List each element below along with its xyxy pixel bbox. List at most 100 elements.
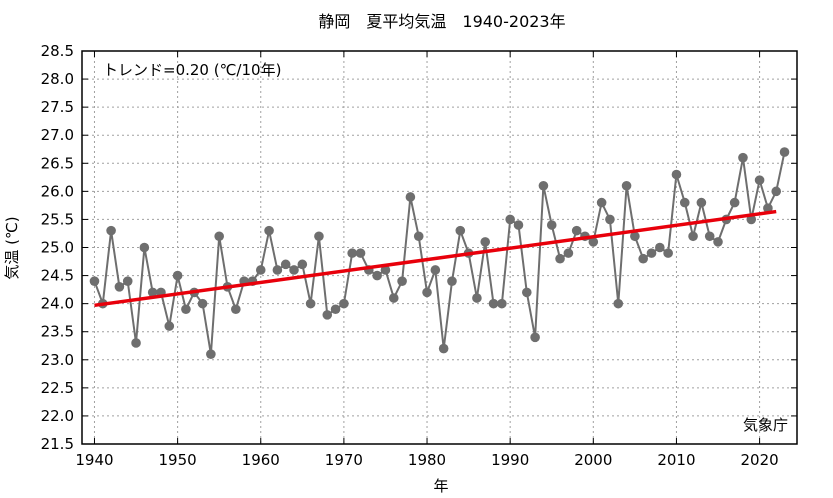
data-point [655, 242, 665, 253]
data-point [638, 253, 648, 264]
data-point [472, 293, 482, 303]
x-tick-label: 1950 [159, 451, 197, 469]
data-point [497, 298, 507, 309]
x-tick-label: 1980 [408, 451, 446, 469]
y-tick-label: 24.0 [41, 295, 74, 313]
y-axis-label: 気温 (℃) [3, 216, 21, 279]
grid-lines [82, 51, 797, 444]
data-point [738, 152, 748, 163]
data-point [663, 248, 673, 258]
data-point [555, 253, 565, 264]
y-tick-label: 22.5 [41, 379, 74, 397]
data-point [297, 259, 308, 270]
data-point [206, 349, 216, 359]
data-point [397, 276, 407, 286]
data-point [347, 248, 358, 258]
plot-area-frame [81, 50, 798, 445]
data-point [264, 225, 274, 236]
data-point [131, 338, 141, 348]
data-point [713, 237, 723, 247]
data-point [646, 248, 657, 258]
data-point [280, 259, 291, 270]
data-point [181, 304, 191, 315]
data-point [596, 197, 607, 208]
source-label: 気象庁 [743, 416, 788, 434]
chart-title: 静岡 夏平均気温 1940-2023年 [318, 12, 565, 31]
data-point [405, 192, 416, 202]
data-point [455, 225, 466, 236]
y-tick-label: 23.0 [41, 351, 74, 369]
data-point [231, 304, 241, 315]
y-axis: 21.5 22.0 22.5 23.0 23.5 24.0 24.5 25.0 25.5 26.0… [41, 42, 797, 453]
data-point [372, 270, 382, 281]
data-point [480, 237, 491, 247]
y-tick-label: 25.5 [41, 210, 74, 228]
data-point [214, 231, 224, 242]
data-point [197, 298, 208, 309]
data-point [779, 147, 790, 157]
data-point [488, 298, 499, 309]
data-point [754, 175, 765, 185]
y-tick-label: 27.5 [41, 98, 74, 116]
data-point [422, 287, 432, 298]
data-point [413, 231, 424, 242]
data-point [521, 287, 532, 298]
data-point [630, 231, 640, 242]
x-tick-label: 1940 [75, 451, 113, 469]
data-point [605, 214, 615, 225]
data-points [89, 147, 790, 359]
y-tick-label: 22.0 [41, 407, 74, 425]
x-tick-label: 1960 [242, 451, 280, 469]
data-point [122, 276, 133, 286]
data-point [114, 282, 125, 292]
y-tick-label: 21.5 [41, 435, 74, 453]
x-tick-label: 1990 [491, 451, 529, 469]
data-point [322, 310, 333, 320]
y-tick-label: 26.0 [41, 182, 74, 200]
x-tick-label: 1970 [325, 451, 363, 469]
data-point [147, 287, 158, 298]
data-point [289, 265, 299, 275]
data-point [696, 197, 707, 208]
series-line [93, 151, 786, 355]
x-tick-label: 2000 [574, 451, 612, 469]
data-point [613, 298, 624, 309]
data-point [679, 197, 690, 208]
data-point [671, 169, 682, 180]
y-tick-label: 23.5 [41, 323, 74, 341]
data-point [621, 180, 632, 191]
data-point [89, 276, 100, 286]
data-point [430, 265, 441, 275]
y-tick-label: 26.5 [41, 154, 74, 172]
data-point [106, 225, 116, 236]
x-tick-label: 2010 [657, 451, 695, 469]
trend-line [94, 209, 777, 308]
data-point [139, 242, 150, 253]
y-tick-label: 24.5 [41, 267, 74, 285]
data-point [438, 343, 449, 354]
x-tick-label: 2020 [740, 451, 778, 469]
data-point [588, 237, 599, 247]
data-point [513, 220, 524, 230]
x-axis-label: 年 [433, 477, 448, 495]
data-point [272, 265, 283, 275]
data-point [330, 304, 341, 315]
data-point [538, 180, 549, 191]
y-tick-label: 25.0 [41, 239, 74, 257]
data-point [688, 231, 698, 242]
data-point [530, 332, 540, 343]
data-point [704, 231, 715, 242]
y-tick-label: 28.5 [41, 42, 74, 60]
y-tick-label: 28.0 [41, 70, 74, 88]
data-point [763, 203, 773, 213]
data-point [563, 248, 574, 258]
data-point [314, 231, 324, 242]
data-point [339, 298, 349, 309]
data-point [388, 293, 399, 303]
data-point [164, 321, 175, 331]
data-point [571, 225, 582, 236]
data-point [172, 270, 183, 281]
data-point [729, 197, 740, 208]
data-point [447, 276, 457, 286]
